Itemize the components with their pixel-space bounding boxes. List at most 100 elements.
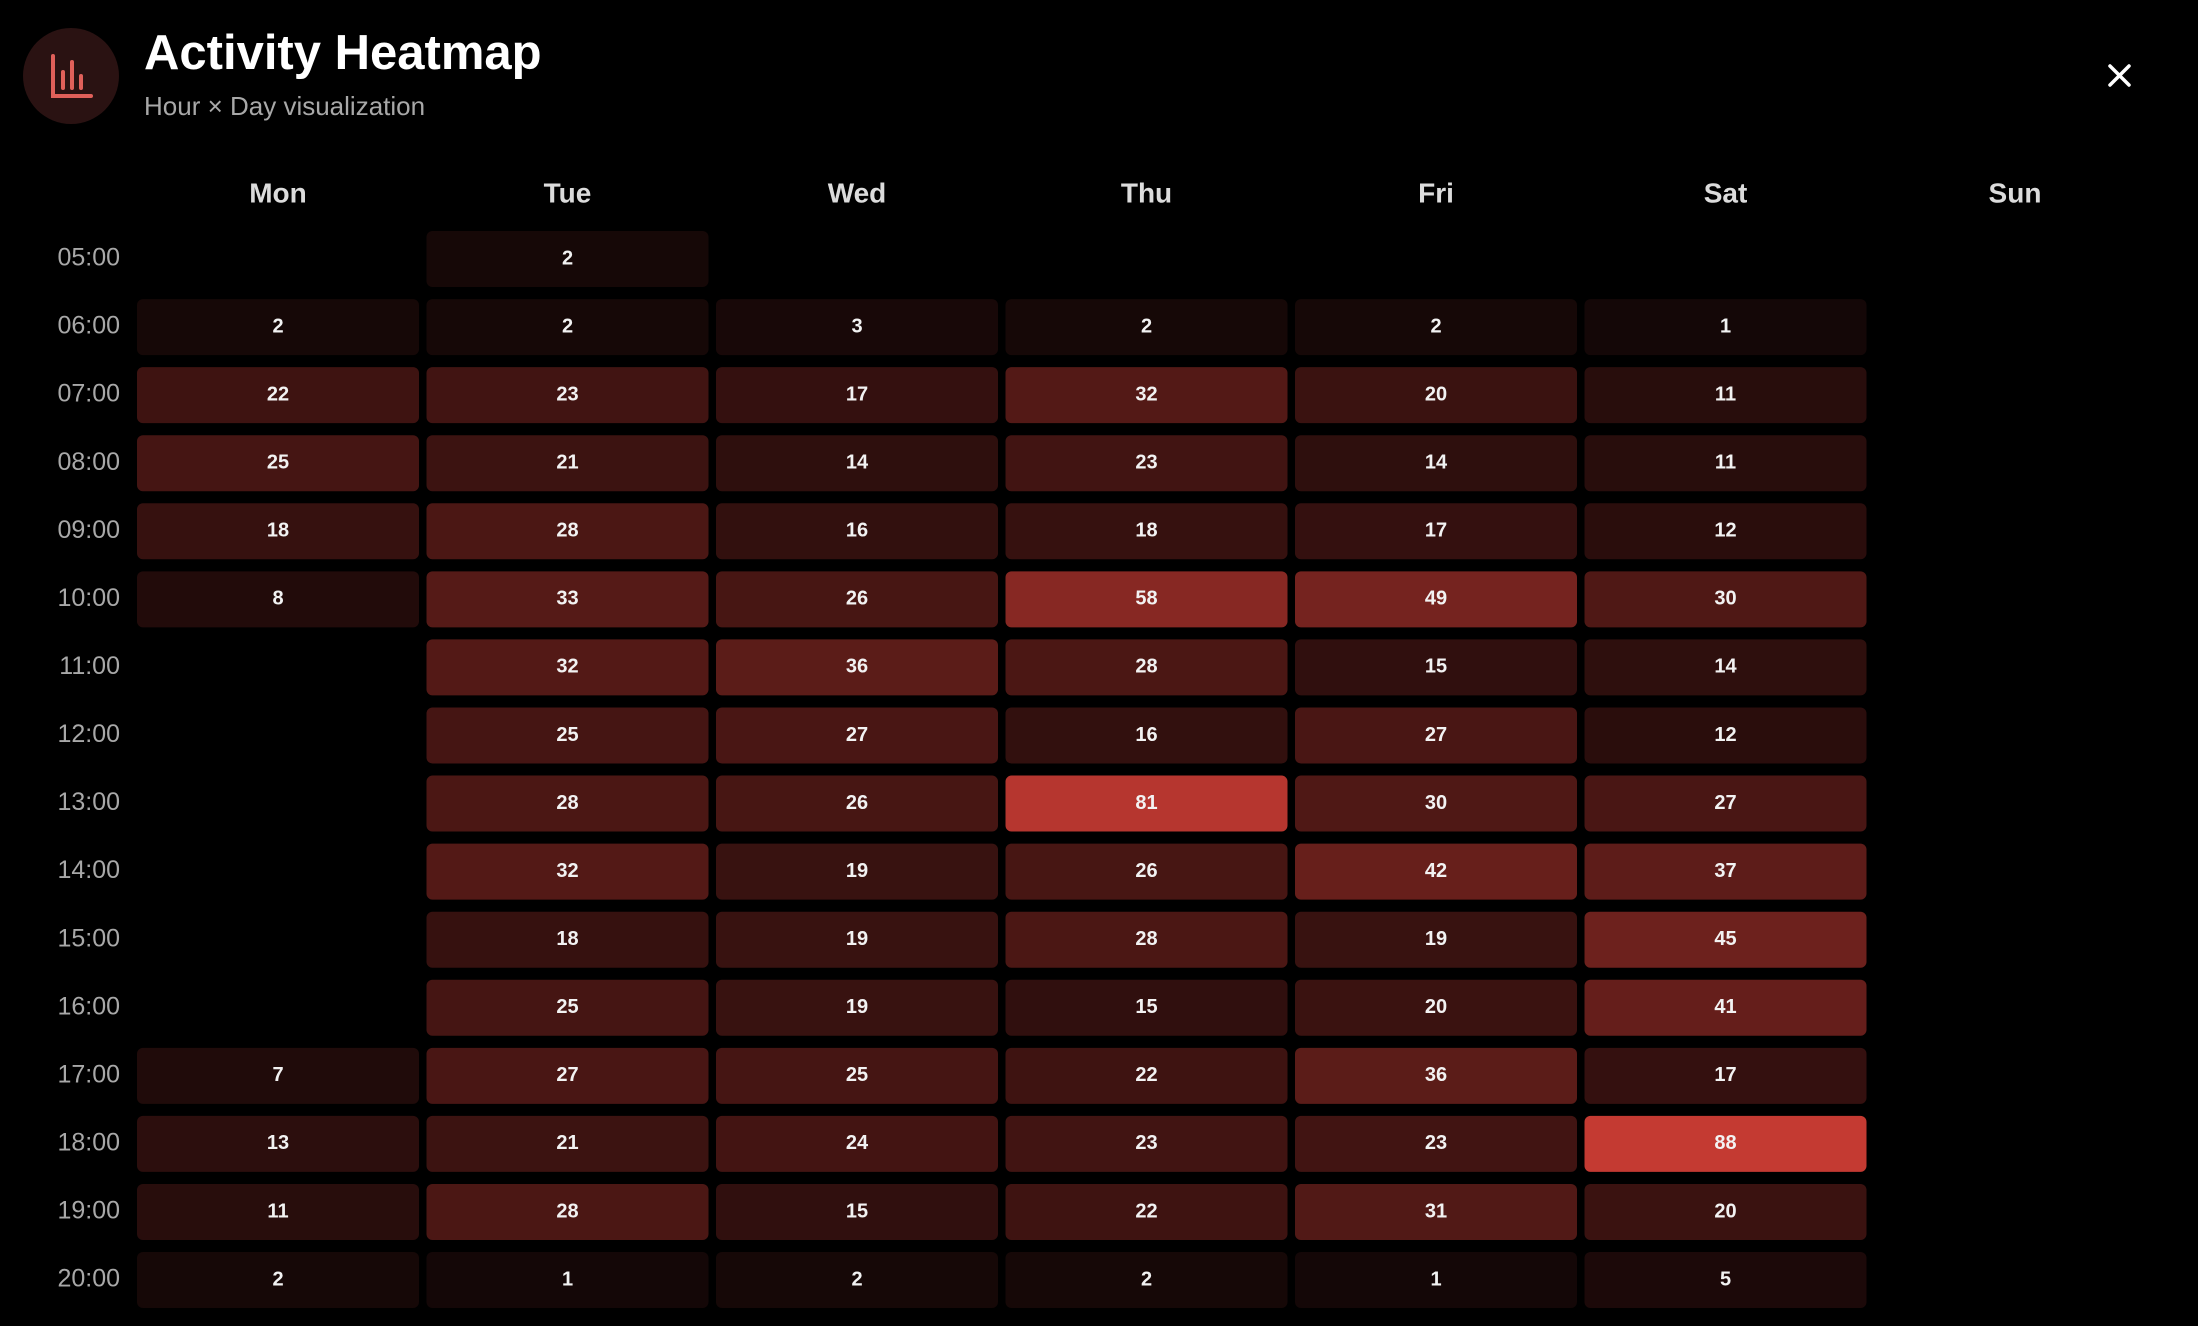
heat-cell xyxy=(426,775,709,832)
heat-cell xyxy=(1584,299,1867,356)
cell-label: 15 xyxy=(1135,996,1157,1018)
row-label: 12:00 xyxy=(57,720,120,748)
heat-cell xyxy=(1005,299,1288,356)
heat-cell xyxy=(137,367,419,424)
cell-label: 22 xyxy=(267,383,289,405)
heat-cell xyxy=(137,435,419,492)
cell-label: 17 xyxy=(1425,520,1447,542)
heat-cell xyxy=(426,707,709,764)
cell-label: 25 xyxy=(556,724,578,746)
column-header: Sat xyxy=(1704,177,1748,208)
cell-label: 1 xyxy=(562,1268,573,1290)
heat-cell xyxy=(137,571,419,628)
heat-cell xyxy=(716,843,998,900)
cell-label: 26 xyxy=(1135,860,1157,882)
heat-cell xyxy=(1005,1115,1288,1172)
heat-cell xyxy=(137,503,419,560)
cell-label: 11 xyxy=(1715,383,1736,405)
cell-label: 14 xyxy=(1714,656,1737,678)
cell-label: 28 xyxy=(556,792,578,814)
heat-cell xyxy=(1584,775,1867,832)
heat-cell xyxy=(716,571,998,628)
heat-cell xyxy=(1584,1183,1867,1240)
cell-label: 2 xyxy=(562,315,573,337)
heat-cell xyxy=(716,911,998,968)
heat-cell xyxy=(1295,1115,1577,1172)
heat-cell xyxy=(1584,1115,1867,1172)
heat-cell xyxy=(1005,571,1288,628)
cell-label: 81 xyxy=(1135,792,1157,814)
cell-label: 5 xyxy=(1720,1268,1731,1290)
row-label: 14:00 xyxy=(57,856,120,884)
cell-label: 28 xyxy=(1135,928,1157,950)
cell-label: 32 xyxy=(556,860,578,882)
cell-label: 36 xyxy=(846,656,868,678)
heat-cell xyxy=(1295,911,1577,968)
cell-label: 17 xyxy=(846,383,868,405)
heat-cell xyxy=(1295,843,1577,900)
row-label: 16:00 xyxy=(57,992,120,1020)
cell-label: 19 xyxy=(846,928,868,950)
cell-label: 19 xyxy=(1425,928,1447,950)
cell-label: 19 xyxy=(846,996,868,1018)
heat-cell xyxy=(1295,299,1577,356)
heat-cell xyxy=(1584,435,1867,492)
heat-cell xyxy=(1295,1183,1577,1240)
cell-label: 2 xyxy=(1430,315,1441,337)
heat-cell xyxy=(1295,775,1577,832)
cell-label: 18 xyxy=(1135,520,1157,542)
cell-label: 2 xyxy=(1141,1268,1152,1290)
cell-label: 3 xyxy=(851,315,862,337)
cell-label: 23 xyxy=(1425,1132,1447,1154)
heat-cell xyxy=(426,911,709,968)
heat-cell xyxy=(1005,435,1288,492)
heat-cell xyxy=(426,231,709,287)
heat-cell xyxy=(716,503,998,560)
heat-cell xyxy=(426,1252,709,1309)
row-label: 05:00 xyxy=(57,244,120,272)
heat-cell xyxy=(1584,979,1867,1036)
heat-cell xyxy=(426,1115,709,1172)
heat-cell xyxy=(1005,707,1288,764)
heat-cell xyxy=(716,299,998,356)
row-label: 11:00 xyxy=(59,652,120,680)
column-header: Fri xyxy=(1418,177,1454,208)
heat-cell xyxy=(1584,1047,1867,1104)
heat-cell xyxy=(716,435,998,492)
cell-label: 21 xyxy=(556,1132,578,1154)
cell-label: 16 xyxy=(846,520,868,542)
subtitle: Hour × Day visualization xyxy=(144,91,425,121)
cell-label: 31 xyxy=(1425,1200,1447,1222)
cell-label: 2 xyxy=(1141,315,1152,337)
cell-label: 27 xyxy=(1425,724,1447,746)
cell-label: 1 xyxy=(1720,315,1731,337)
cell-label: 11 xyxy=(267,1200,288,1222)
heat-cell xyxy=(426,1047,709,1104)
heat-cell xyxy=(716,979,998,1036)
heat-cell xyxy=(426,299,709,356)
heat-cell xyxy=(1005,1047,1288,1104)
heat-cell xyxy=(716,1252,998,1309)
close-button[interactable] xyxy=(2108,64,2131,87)
title: Activity Heatmap xyxy=(144,26,542,80)
cell-label: 25 xyxy=(846,1064,868,1086)
cell-label: 22 xyxy=(1135,1064,1157,1086)
heat-cell xyxy=(716,367,998,424)
cell-label: 25 xyxy=(556,996,578,1018)
cell-label: 42 xyxy=(1425,860,1447,882)
cell-label: 30 xyxy=(1714,588,1736,610)
column-header: Thu xyxy=(1121,177,1172,208)
column-header: Wed xyxy=(828,177,887,208)
heat-cell xyxy=(137,1183,419,1240)
heat-cell xyxy=(1584,503,1867,560)
column-header: Tue xyxy=(544,177,592,208)
heat-cell xyxy=(1584,707,1867,764)
cell-label: 20 xyxy=(1425,996,1447,1018)
heat-cell xyxy=(1005,775,1288,832)
heat-cell xyxy=(1295,979,1577,1036)
cell-label: 12 xyxy=(1714,724,1736,746)
heat-cell xyxy=(1005,639,1288,696)
